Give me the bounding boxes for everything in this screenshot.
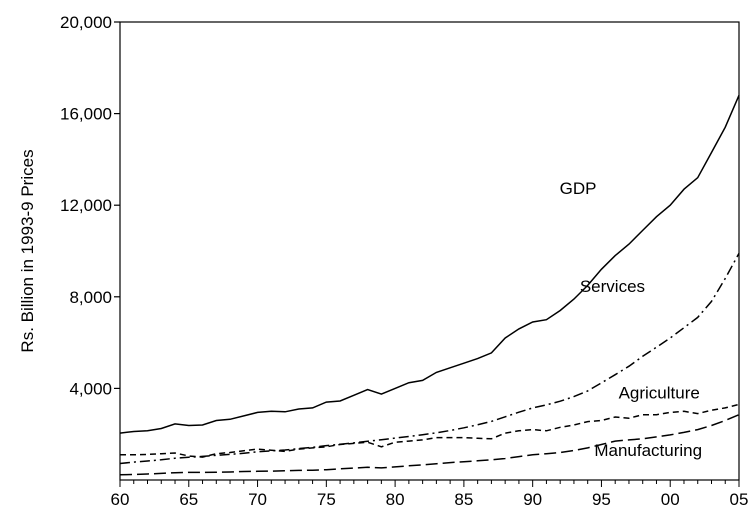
series-labels: GDP Services Agriculture Manufacturing bbox=[560, 179, 702, 460]
y-axis-label: Rs. Billion in 1993-9 Prices bbox=[18, 149, 37, 352]
x-tick-label: 05 bbox=[730, 490, 749, 509]
series-line-manufacturing bbox=[119, 414, 740, 476]
x-tick-label: 85 bbox=[454, 490, 473, 509]
x-tick-label: 80 bbox=[386, 490, 405, 509]
series-group bbox=[119, 95, 740, 476]
series-line-gdp bbox=[119, 95, 740, 434]
x-tick-label: 75 bbox=[317, 490, 336, 509]
x-axis: 60 65 70 75 80 85 90 95 00 05 bbox=[111, 480, 749, 509]
plot-frame bbox=[119, 21, 740, 481]
x-tick-label: 95 bbox=[592, 490, 611, 509]
y-tick-label: 12,000 bbox=[60, 196, 112, 215]
x-tick-label: 65 bbox=[179, 490, 198, 509]
series-label-manufacturing: Manufacturing bbox=[594, 441, 702, 460]
series-line-services bbox=[119, 252, 740, 465]
y-tick-label: 16,000 bbox=[60, 105, 112, 124]
x-tick-label: 00 bbox=[661, 490, 680, 509]
x-tick-label: 90 bbox=[523, 490, 542, 509]
x-tick-label: 70 bbox=[248, 490, 267, 509]
y-tick-label: 8,000 bbox=[69, 288, 112, 307]
series-label-gdp: GDP bbox=[560, 179, 597, 198]
series-label-services: Services bbox=[580, 277, 645, 296]
y-axis: 4,000 8,000 12,000 16,000 20,000 bbox=[60, 13, 120, 398]
y-tick-label: 20,000 bbox=[60, 13, 112, 32]
series-line-agriculture bbox=[120, 403, 740, 458]
series-label-agriculture: Agriculture bbox=[619, 384, 700, 403]
y-tick-label: 4,000 bbox=[69, 379, 112, 398]
x-tick-label: 60 bbox=[111, 490, 130, 509]
